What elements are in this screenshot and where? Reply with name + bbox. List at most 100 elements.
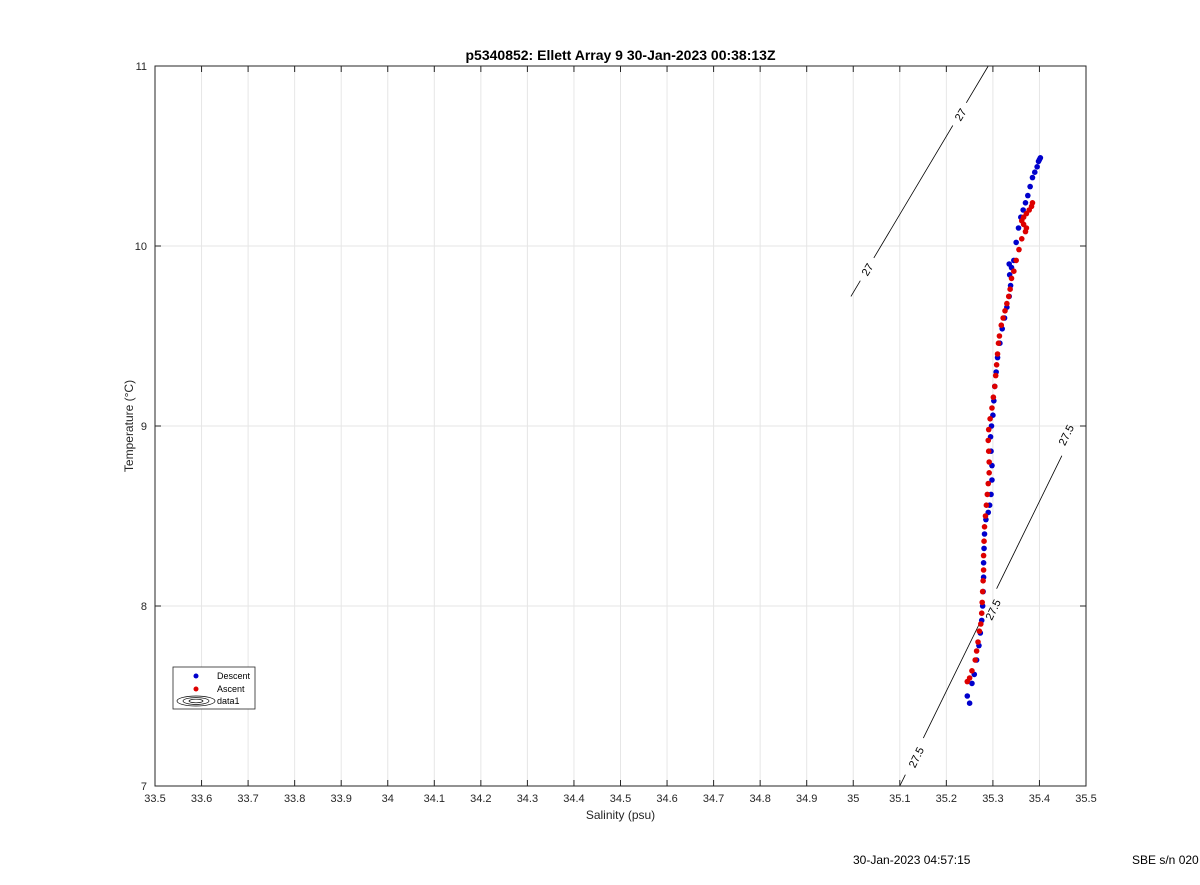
- data-point-ascent: [1005, 293, 1012, 300]
- data-point-ascent: [1007, 286, 1013, 293]
- data-point-ascent: [1016, 246, 1022, 253]
- data-point-ascent: [976, 628, 983, 634]
- data-point-ascent: [989, 405, 995, 411]
- y-tick-label: 8: [141, 601, 147, 613]
- data-point-descent: [1031, 169, 1038, 175]
- x-tick-label: 33.5: [144, 793, 165, 805]
- isopycnal-label: 27: [860, 262, 877, 279]
- data-point-descent: [966, 700, 973, 706]
- data-point-ascent: [985, 480, 992, 487]
- x-axis-label: Salinity (psu): [586, 808, 655, 822]
- x-tick-label: 33.6: [191, 793, 212, 805]
- y-tick-label: 10: [135, 241, 147, 253]
- legend-contour-ring: [188, 698, 204, 704]
- x-tick-label: 34.5: [610, 793, 631, 805]
- isopycnal-line: [922, 625, 980, 739]
- x-tick-label: 34.6: [656, 793, 677, 805]
- footer-timestamp: 30-Jan-2023 04:57:15: [853, 853, 971, 867]
- footer-serial: SBE s/n 020: [1132, 853, 1199, 867]
- data-point-descent: [1022, 200, 1029, 206]
- data-point-ascent: [980, 567, 987, 573]
- data-point-ascent: [993, 362, 1000, 368]
- legend-marker-descent: [193, 673, 199, 679]
- x-tick-label: 34.2: [470, 793, 491, 805]
- y-tick-label: 9: [141, 421, 147, 433]
- isopycnal-line: [996, 455, 1063, 589]
- x-tick-label: 35.5: [1075, 793, 1096, 805]
- data-point-descent: [964, 693, 971, 699]
- y-tick-label: 11: [136, 61, 147, 73]
- data-point-descent: [981, 545, 987, 552]
- data-point-ascent: [985, 426, 992, 433]
- data-point-ascent: [1004, 300, 1010, 307]
- data-point-ascent: [995, 340, 1002, 347]
- data-point-ascent: [973, 648, 980, 654]
- legend: Descent Ascent data1: [172, 666, 256, 710]
- data-point-ascent: [991, 383, 998, 390]
- isopycnal-label: 27.5: [984, 598, 1004, 623]
- x-tick-label: 33.7: [237, 793, 258, 805]
- x-tick-label: 34.7: [703, 793, 724, 805]
- data-point-descent: [981, 531, 988, 537]
- data-point-descent: [1029, 174, 1036, 181]
- y-tick-label: 7: [141, 781, 147, 793]
- data-point-descent: [1020, 207, 1026, 213]
- data-point-descent: [1037, 155, 1044, 161]
- data-point-ascent: [996, 333, 1003, 339]
- x-tick-label: 35.2: [936, 793, 957, 805]
- x-tick-label: 35.4: [1029, 793, 1050, 805]
- data-point-ascent: [1018, 236, 1025, 242]
- data-point-ascent: [969, 668, 975, 674]
- data-point-ascent: [986, 459, 992, 465]
- legend-box: [172, 666, 256, 710]
- data-point-descent: [980, 560, 987, 566]
- legend-contour-icon: [176, 695, 216, 707]
- data-point-ascent: [998, 322, 1005, 329]
- isopycnal-label: 27: [953, 107, 970, 124]
- y-axis-label: Temperature (°C): [122, 380, 136, 472]
- x-tick-label: 34.4: [563, 793, 584, 805]
- data-point-ascent: [1000, 315, 1006, 321]
- data-point-ascent: [985, 437, 992, 444]
- legend-marker-ascent: [193, 686, 199, 692]
- data-point-ascent: [977, 621, 984, 627]
- data-point-descent: [1027, 183, 1033, 190]
- data-point-ascent: [982, 513, 989, 519]
- x-tick-label: 34.8: [749, 793, 770, 805]
- isopycnal-line: [899, 774, 906, 787]
- legend-contour-ring: [176, 695, 216, 707]
- data-point-descent: [1025, 192, 1031, 199]
- isopycnal-line: [873, 125, 954, 259]
- data-point-ascent: [983, 502, 990, 509]
- legend-label-data1: data1: [217, 696, 240, 706]
- data-point-ascent: [966, 675, 973, 681]
- data-point-ascent: [990, 394, 997, 401]
- isopycnal-line: [850, 280, 861, 297]
- x-tick-label: 34.3: [517, 793, 538, 805]
- axis-ticks: 33.5 33.6 33.7 33.8 33.9 34 34.1 34.2 34.3 34.4 34…: [135, 61, 1097, 805]
- legend-contour-ring: [182, 697, 210, 705]
- data-point-ascent: [975, 639, 981, 645]
- data-point-ascent: [992, 372, 999, 379]
- x-tick-label: 35.3: [982, 793, 1003, 805]
- data-point-ascent: [1008, 275, 1015, 282]
- data-point-ascent: [981, 538, 987, 544]
- data-point-ascent: [980, 552, 987, 559]
- data-point-ascent: [979, 599, 985, 606]
- data-point-descent: [1034, 164, 1040, 170]
- x-tick-label: 34.9: [796, 793, 817, 805]
- data-point-descent: [969, 680, 975, 687]
- isopycnal-label: 27.5: [907, 745, 927, 770]
- data-point-ascent: [984, 491, 991, 498]
- legend-label-ascent: Ascent: [217, 684, 245, 694]
- x-tick-label: 34.1: [424, 793, 445, 805]
- data-point-descent: [1013, 239, 1019, 246]
- data-point-descent: [1015, 225, 1022, 231]
- x-tick-label: 33.9: [330, 793, 351, 805]
- data-point-ascent: [1011, 268, 1017, 275]
- data-point-ascent: [981, 524, 988, 530]
- data-point-descent: [989, 477, 995, 483]
- data-point-ascent: [978, 610, 985, 616]
- data-point-ascent: [1029, 200, 1036, 206]
